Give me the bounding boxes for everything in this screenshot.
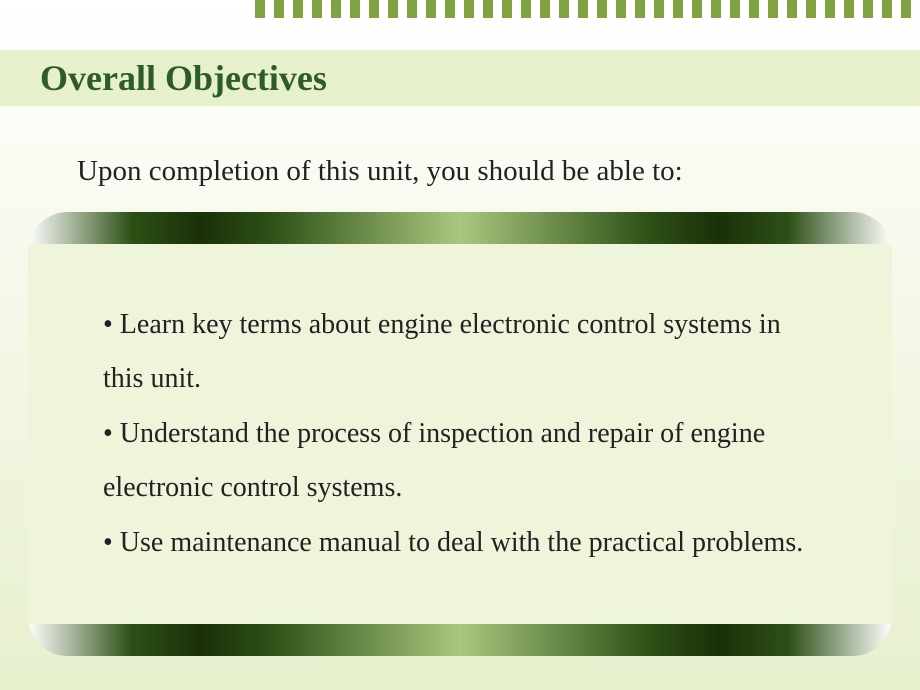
bullet-1: • Learn key terms about engine electroni… xyxy=(103,298,817,407)
title-band: Overall Objectives xyxy=(0,50,920,106)
dash xyxy=(578,0,588,18)
dash xyxy=(825,0,835,18)
dash xyxy=(616,0,626,18)
dash xyxy=(464,0,474,18)
dash xyxy=(730,0,740,18)
dash xyxy=(692,0,702,18)
dash xyxy=(521,0,531,18)
dash xyxy=(654,0,664,18)
dash xyxy=(882,0,892,18)
dash xyxy=(483,0,493,18)
dash xyxy=(901,0,911,18)
bullet-2: • Understand the process of inspection a… xyxy=(103,407,817,516)
slide-title: Overall Objectives xyxy=(40,57,327,99)
dash xyxy=(502,0,512,18)
dash xyxy=(407,0,417,18)
dash xyxy=(369,0,379,18)
dash xyxy=(312,0,322,18)
dash xyxy=(255,0,265,18)
dash xyxy=(350,0,360,18)
bullet-3: • Use maintenance manual to deal with th… xyxy=(103,516,817,571)
dash xyxy=(445,0,455,18)
dash xyxy=(806,0,816,18)
dash xyxy=(711,0,721,18)
dash xyxy=(331,0,341,18)
dash xyxy=(635,0,645,18)
dash xyxy=(863,0,873,18)
dash xyxy=(388,0,398,18)
dash xyxy=(768,0,778,18)
dash xyxy=(749,0,759,18)
box-top-edge xyxy=(28,212,892,244)
dash xyxy=(844,0,854,18)
decorative-dashes xyxy=(255,0,911,18)
dash xyxy=(274,0,284,18)
dash xyxy=(540,0,550,18)
dash xyxy=(293,0,303,18)
dash xyxy=(597,0,607,18)
dash xyxy=(673,0,683,18)
content-box: • Learn key terms about engine electroni… xyxy=(28,212,892,656)
dash xyxy=(426,0,436,18)
intro-text: Upon completion of this unit, you should… xyxy=(77,155,683,188)
box-content: • Learn key terms about engine electroni… xyxy=(28,244,892,624)
dash xyxy=(787,0,797,18)
slide: Overall Objectives Upon completion of th… xyxy=(0,0,920,690)
box-bottom-edge xyxy=(28,624,892,656)
dash xyxy=(559,0,569,18)
